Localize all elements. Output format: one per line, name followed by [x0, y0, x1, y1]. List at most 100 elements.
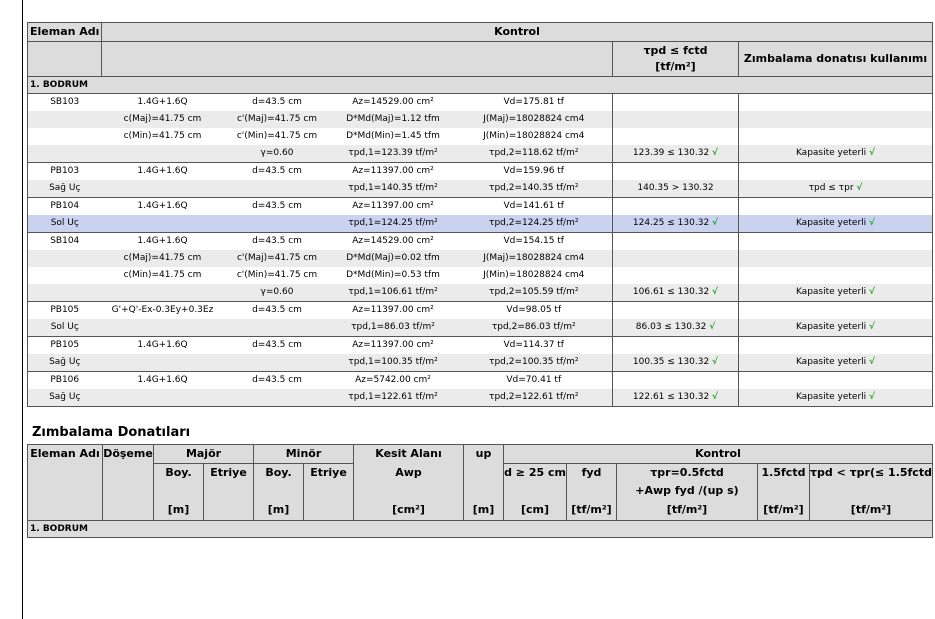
cell-force: J(Min)=18028824 cm4 [456, 267, 613, 284]
cell-load-combo: 1.4G+1.6Q [102, 163, 224, 181]
table-row[interactable]: Sol Uç τpd,1=86.03 tf/m² τpd,2=86.03 tf/m²… [27, 319, 934, 337]
cell-load-combo [101, 319, 224, 337]
check-icon: √ [712, 287, 719, 297]
cell-depth [223, 354, 331, 372]
t2-unit-major-boy: [m] [153, 500, 204, 521]
cell-area: τpd,1=124.25 tf/m² [330, 215, 456, 233]
table-row[interactable]: c(Maj)=41.75 cm c'(Maj)=41.75 cm D*Md(Maj)… [27, 250, 934, 267]
cell-result [737, 162, 934, 180]
table-row[interactable]: γ=0.60 τpd,1=123.39 tf/m² τpd,2=118.62 tf/… [27, 145, 934, 163]
cell-depth-text: d=43.5 cm [252, 97, 302, 107]
cell-depth-text: γ=0.60 [260, 148, 294, 158]
cell-element-name [27, 111, 102, 128]
cell-force-text: J(Min)=18028824 cm4 [483, 131, 585, 141]
check-icon: √ [709, 322, 716, 332]
cell-depth-text: d=43.5 cm [252, 236, 302, 246]
cell-area: D*Md(Maj)=0.02 tfm [330, 250, 456, 267]
cell-element-name: SB104 [27, 232, 102, 250]
cell-area: Az=14529.00 cm² [331, 233, 456, 251]
table-row[interactable]: Sol Uç τpd,1=124.25 tf/m² τpd,2=124.25 tf/… [27, 215, 934, 233]
table-row[interactable]: PB105 G'+Q'-Ex-0.3Ey+0.3Ez d=43.5 cm Az=113… [27, 301, 934, 320]
cell-element-name: Sağ Uç [27, 354, 102, 372]
cell-force-text: Vd=159.96 tf [503, 166, 564, 176]
cell-load-combo-text: 1.4G+1.6Q [137, 375, 188, 385]
t2-header-kesit-alani: Kesit Alanı [353, 444, 464, 464]
cell-force: τpd,2=105.59 tf/m² [455, 284, 613, 302]
table-row[interactable]: Sağ Uç τpd,1=122.61 tf/m² τpd,2=122.61 tf/… [27, 389, 934, 407]
table-row[interactable]: c(Maj)=41.75 cm c'(Maj)=41.75 cm D*Md(Maj)… [27, 111, 934, 128]
table-row[interactable]: SB103 1.4G+1.6Q d=43.5 cm Az=14529.00 cm² Vd… [27, 93, 934, 112]
cell-depth: d=43.5 cm [224, 233, 331, 251]
cell-load-combo: 1.4G+1.6Q [102, 372, 224, 390]
cell-tau-check [612, 232, 739, 250]
cell-load-combo-text: G'+Q'-Ex-0.3Ey+0.3Ez [111, 305, 214, 315]
cell-depth-text: γ=0.60 [260, 287, 294, 297]
table-row[interactable]: c(Min)=41.75 cm c'(Min)=41.75 cm D*Md(Min)… [27, 128, 934, 145]
cell-element-name-text: PB106 [50, 375, 80, 385]
left-border-line [22, 0, 23, 619]
reinforcement-table: Eleman Adı Döşeme Majör Minör Kesit Alan… [26, 444, 934, 538]
cell-force: J(Maj)=18028824 cm4 [455, 111, 613, 128]
cell-area: τpd,1=122.61 tf/m² [330, 389, 456, 407]
check-icon: √ [869, 287, 876, 297]
cell-area: D*Md(Min)=0.53 tfm [331, 267, 456, 284]
cell-load-combo-text: c(Min)=41.75 cm [123, 131, 202, 141]
table-row[interactable]: PB104 1.4G+1.6Q d=43.5 cm Az=11397.00 cm² Vd… [27, 197, 934, 216]
cell-depth-text: d=43.5 cm [252, 340, 302, 350]
table-row[interactable]: Sağ Uç τpd,1=140.35 tf/m² τpd,2=140.35 tf/… [27, 180, 934, 198]
t2-minor-etriye: Etriye [303, 463, 354, 500]
cell-area: Az=5742.00 cm² [331, 372, 456, 390]
cell-result: Kapasite yeterli √ [737, 389, 934, 407]
check-icon: √ [869, 322, 876, 332]
cell-element-name: PB105 [27, 301, 102, 319]
group-row-bodrum: 1. BODRUM [26, 76, 934, 94]
cell-load-combo-text: 1.4G+1.6Q [137, 201, 188, 211]
cell-depth: d=43.5 cm [224, 372, 331, 390]
cell-element-name [27, 250, 102, 267]
cell-element-name-text: Sol Uç [50, 322, 79, 332]
cell-result [737, 301, 934, 319]
table-row[interactable]: SB104 1.4G+1.6Q d=43.5 cm Az=14529.00 cm² Vd… [27, 232, 934, 251]
header-tau-check-unit: [tf/m²] [655, 60, 696, 73]
cell-area: τpd,1=100.35 tf/m² [330, 354, 456, 372]
cell-force: τpd,2=124.25 tf/m² [455, 215, 613, 233]
cell-depth: d=43.5 cm [224, 302, 331, 320]
header-tau-check-formula: τpd ≤ fctd [643, 44, 708, 57]
cell-load-combo: c(Maj)=41.75 cm [101, 111, 224, 128]
cell-force: Vd=154.15 tf [456, 233, 613, 251]
t2-tpr-line1: τpr=0.5fctd [650, 466, 724, 479]
cell-tau-check-text: 106.61 ≤ 130.32 [632, 287, 710, 297]
cell-depth: d=43.5 cm [224, 94, 331, 112]
cell-element-name-text: PB104 [50, 201, 80, 211]
cell-element-name-text: Sağ Uç [49, 183, 81, 193]
t2-fyd: fyd [566, 463, 617, 500]
cell-depth [223, 180, 331, 198]
cell-force-text: τpd,2=100.35 tf/m² [489, 357, 579, 367]
check-icon: √ [869, 357, 876, 367]
cell-load-combo-text: 1.4G+1.6Q [137, 97, 188, 107]
cell-load-combo [101, 215, 224, 233]
cell-force-text: J(Min)=18028824 cm4 [483, 270, 585, 280]
cell-tau-check [612, 336, 739, 354]
table-row[interactable]: c(Min)=41.75 cm c'(Min)=41.75 cm D*Md(Min)… [27, 267, 934, 284]
cell-area: Az=14529.00 cm² [331, 94, 456, 112]
cell-depth-text: c'(Min)=41.75 cm [236, 131, 318, 141]
table-row[interactable]: γ=0.60 τpd,1=106.61 tf/m² τpd,2=105.59 tf/… [27, 284, 934, 302]
cell-force-text: Vd=154.15 tf [503, 236, 564, 246]
cell-result-text: Kapasite yeterli [795, 148, 867, 158]
table-row[interactable]: PB106 1.4G+1.6Q d=43.5 cm Az=5742.00 cm² Vd=… [27, 371, 934, 390]
table-row[interactable]: PB103 1.4G+1.6Q d=43.5 cm Az=11397.00 cm² Vd… [27, 162, 934, 181]
table-row[interactable]: PB105 1.4G+1.6Q d=43.5 cm Az=11397.00 cm² Vd… [27, 336, 934, 354]
cell-element-name [27, 284, 102, 302]
cell-load-combo [101, 354, 224, 372]
table-row[interactable]: Sağ Uç τpd,1=100.35 tf/m² τpd,2=100.35 tf/… [27, 354, 934, 372]
t2-header-kontrol: Kontrol [503, 444, 934, 464]
t2-header-doseme: Döşeme [102, 444, 154, 521]
cell-element-name: Sağ Uç [27, 180, 102, 198]
cell-element-name: PB103 [27, 162, 102, 180]
cell-tau-check: 86.03 ≤ 130.32 √ [612, 319, 739, 337]
cell-depth-text: d=43.5 cm [252, 305, 302, 315]
cell-depth: d=43.5 cm [224, 198, 331, 216]
cell-result [737, 371, 934, 389]
cell-load-combo: 1.4G+1.6Q [102, 233, 224, 251]
